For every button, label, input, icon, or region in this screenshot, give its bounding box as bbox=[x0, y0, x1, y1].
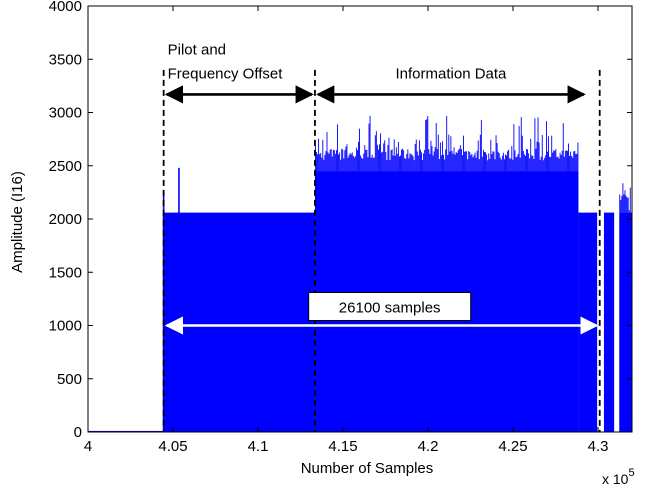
x-tick-label-0: 4 bbox=[84, 438, 92, 455]
y-tick-label-1: 500 bbox=[57, 371, 82, 388]
x-tick-label-1: 4.05 bbox=[158, 438, 187, 455]
x-tick-label-4: 4.2 bbox=[418, 438, 439, 455]
signal-segment-0 bbox=[88, 430, 163, 432]
signal-peaks-5 bbox=[619, 183, 632, 218]
series-0 bbox=[88, 115, 632, 432]
y-tick-label-7: 3500 bbox=[49, 51, 82, 68]
plot-area bbox=[88, 115, 632, 432]
axes: 0 500 1000 1500 2000 2500 3000 3500 4000 4 4.05 4.1… bbox=[49, 0, 633, 455]
marker-lines bbox=[162, 69, 601, 432]
annotation-label-2: 26100 samples bbox=[339, 300, 441, 317]
signal-segment-3 bbox=[578, 212, 598, 432]
x-tick-label-2: 4.1 bbox=[248, 438, 269, 455]
y-tick-label-4: 2000 bbox=[49, 211, 82, 228]
y-axis-label: Amplitude (I16) bbox=[9, 171, 26, 273]
annotations: Pilot and Frequency Offset Information Dat… bbox=[164, 41, 599, 335]
x-axis-label: Number of Samples bbox=[301, 460, 434, 477]
annotation-label-1-0: Information Data bbox=[396, 65, 508, 82]
y-tick-label-3: 1500 bbox=[49, 264, 82, 281]
y-tick-label-6: 3000 bbox=[49, 105, 82, 122]
signal-peaks-2 bbox=[315, 115, 579, 172]
signal-segment-1 bbox=[162, 212, 315, 432]
y-tick-label-0: 0 bbox=[74, 424, 82, 441]
signal-segment-4 bbox=[603, 212, 615, 432]
x-tick-label-6: 4.3 bbox=[588, 438, 609, 455]
x-tick-label-5: 4.25 bbox=[498, 438, 527, 455]
y-tick-label-8: 4000 bbox=[49, 0, 82, 15]
annotation-label-0-0: Pilot and bbox=[168, 41, 226, 58]
y-tick-label-5: 2500 bbox=[49, 158, 82, 175]
annotation-label-0-1: Frequency Offset bbox=[168, 65, 284, 82]
annotation-box-2 bbox=[308, 292, 472, 321]
x-axis-multiplier: x 105 bbox=[602, 467, 635, 487]
signal-segment-5 bbox=[619, 212, 632, 432]
x-tick-label-3: 4.15 bbox=[328, 438, 357, 455]
y-tick-label-2: 1000 bbox=[49, 318, 82, 335]
